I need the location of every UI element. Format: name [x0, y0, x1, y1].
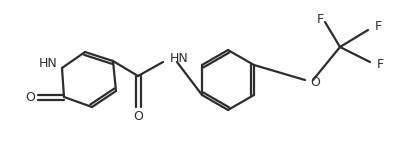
Text: F: F: [377, 57, 384, 71]
Text: HN: HN: [38, 57, 57, 69]
Text: F: F: [375, 20, 382, 32]
Text: HN: HN: [170, 51, 189, 65]
Text: F: F: [317, 12, 324, 26]
Text: O: O: [310, 75, 320, 89]
Text: O: O: [133, 109, 143, 122]
Text: O: O: [25, 91, 35, 103]
